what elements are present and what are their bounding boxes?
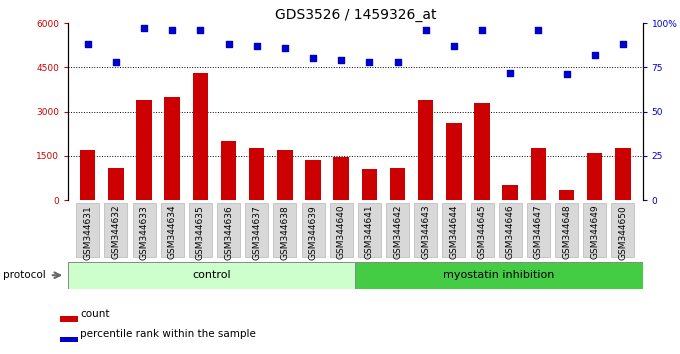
Text: GSM344646: GSM344646 bbox=[506, 205, 515, 259]
FancyBboxPatch shape bbox=[273, 203, 296, 257]
Text: GSM344638: GSM344638 bbox=[280, 205, 290, 259]
Bar bbox=[475, 103, 490, 200]
FancyBboxPatch shape bbox=[527, 203, 550, 257]
Point bbox=[364, 59, 375, 65]
FancyBboxPatch shape bbox=[189, 203, 212, 257]
FancyBboxPatch shape bbox=[330, 203, 353, 257]
Bar bbox=[530, 148, 546, 200]
Point bbox=[279, 45, 290, 51]
Bar bbox=[587, 153, 602, 200]
Text: count: count bbox=[80, 309, 110, 319]
Text: GSM344634: GSM344634 bbox=[168, 205, 177, 259]
Text: control: control bbox=[192, 270, 231, 280]
Point bbox=[533, 27, 544, 33]
FancyBboxPatch shape bbox=[611, 203, 634, 257]
Bar bbox=[559, 190, 575, 200]
Text: GSM344642: GSM344642 bbox=[393, 205, 402, 259]
Bar bbox=[362, 169, 377, 200]
Bar bbox=[249, 148, 265, 200]
FancyBboxPatch shape bbox=[160, 203, 184, 257]
FancyBboxPatch shape bbox=[245, 203, 269, 257]
Bar bbox=[356, 262, 643, 289]
Text: GSM344645: GSM344645 bbox=[477, 205, 487, 259]
Text: GSM344641: GSM344641 bbox=[365, 205, 374, 259]
Text: GSM344644: GSM344644 bbox=[449, 205, 458, 259]
Point bbox=[420, 27, 431, 33]
Point bbox=[167, 27, 177, 33]
FancyBboxPatch shape bbox=[414, 203, 437, 257]
Bar bbox=[333, 157, 349, 200]
FancyBboxPatch shape bbox=[471, 203, 494, 257]
Bar bbox=[446, 123, 462, 200]
FancyBboxPatch shape bbox=[104, 203, 127, 257]
Bar bbox=[60, 337, 78, 342]
FancyBboxPatch shape bbox=[555, 203, 578, 257]
Point bbox=[82, 41, 93, 47]
Text: GSM344650: GSM344650 bbox=[618, 205, 628, 259]
Point bbox=[505, 70, 515, 75]
Point bbox=[617, 41, 628, 47]
Bar bbox=[503, 185, 518, 200]
Bar bbox=[390, 167, 405, 200]
FancyBboxPatch shape bbox=[583, 203, 607, 257]
Text: GSM344647: GSM344647 bbox=[534, 205, 543, 259]
Point bbox=[590, 52, 600, 58]
Text: GSM344648: GSM344648 bbox=[562, 205, 571, 259]
Point bbox=[252, 43, 262, 49]
Point bbox=[223, 41, 234, 47]
Title: GDS3526 / 1459326_at: GDS3526 / 1459326_at bbox=[275, 8, 436, 22]
FancyBboxPatch shape bbox=[358, 203, 381, 257]
Text: GSM344636: GSM344636 bbox=[224, 205, 233, 259]
Text: myostatin inhibition: myostatin inhibition bbox=[443, 270, 555, 280]
Bar bbox=[108, 167, 124, 200]
Point bbox=[561, 72, 572, 77]
Bar bbox=[221, 141, 236, 200]
Point bbox=[477, 27, 488, 33]
FancyBboxPatch shape bbox=[442, 203, 465, 257]
Bar bbox=[165, 97, 180, 200]
FancyBboxPatch shape bbox=[301, 203, 324, 257]
FancyBboxPatch shape bbox=[386, 203, 409, 257]
Text: GSM344649: GSM344649 bbox=[590, 205, 599, 259]
FancyBboxPatch shape bbox=[133, 203, 156, 257]
Bar bbox=[305, 160, 321, 200]
Bar bbox=[615, 148, 630, 200]
Bar bbox=[192, 73, 208, 200]
Text: GSM344635: GSM344635 bbox=[196, 205, 205, 259]
Text: percentile rank within the sample: percentile rank within the sample bbox=[80, 330, 256, 339]
Text: GSM344643: GSM344643 bbox=[421, 205, 430, 259]
Text: GSM344633: GSM344633 bbox=[139, 205, 148, 259]
Bar bbox=[418, 100, 433, 200]
Point bbox=[392, 59, 403, 65]
Point bbox=[448, 43, 459, 49]
Bar bbox=[277, 150, 292, 200]
Text: GSM344639: GSM344639 bbox=[309, 205, 318, 259]
Point bbox=[336, 57, 347, 63]
Bar bbox=[136, 100, 152, 200]
Bar bbox=[80, 150, 95, 200]
Text: GSM344637: GSM344637 bbox=[252, 205, 261, 259]
FancyBboxPatch shape bbox=[498, 203, 522, 257]
Text: protocol: protocol bbox=[3, 270, 46, 280]
Point bbox=[110, 59, 121, 65]
Bar bbox=[60, 316, 78, 321]
Point bbox=[307, 56, 318, 61]
Text: GSM344631: GSM344631 bbox=[83, 205, 92, 259]
Text: GSM344632: GSM344632 bbox=[112, 205, 120, 259]
Point bbox=[139, 25, 150, 31]
Text: GSM344640: GSM344640 bbox=[337, 205, 345, 259]
FancyBboxPatch shape bbox=[76, 203, 99, 257]
Point bbox=[195, 27, 206, 33]
Bar bbox=[68, 262, 356, 289]
FancyBboxPatch shape bbox=[217, 203, 240, 257]
